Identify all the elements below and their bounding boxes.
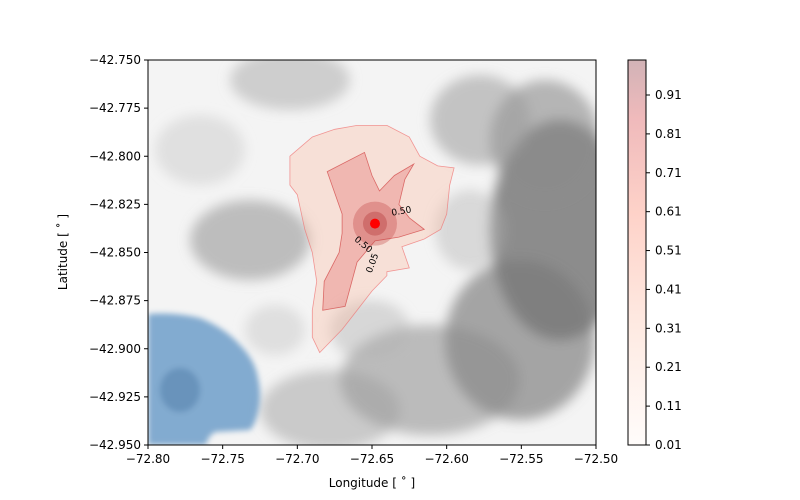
map-plot-area: 0.500.500.05 <box>148 60 596 445</box>
contour-label: 0.50 <box>391 205 413 218</box>
colorbar-tick-label: 0.01 <box>655 438 682 452</box>
x-tick-label: −72.50 <box>574 452 618 466</box>
probability-contours <box>289 125 455 354</box>
y-tick-label: −42.900 <box>89 342 141 356</box>
y-axis-ticks: −42.750 −42.775 −42.800 −42.825 −42.850 −42.8… <box>89 53 148 452</box>
x-axis-ticks: −72.80 −72.75 −72.70 −72.65 −72.60 −72.55 −72.… <box>126 445 618 466</box>
colorbar-gradient <box>628 60 646 445</box>
contour-0-5 <box>322 151 426 311</box>
x-tick-label: −72.75 <box>200 452 244 466</box>
colorbar-tick-label: 0.71 <box>655 166 682 180</box>
colorbar-tick-label: 0.61 <box>655 205 682 219</box>
y-tick-label: −42.775 <box>89 101 141 115</box>
colorbar-tick-label: 0.91 <box>655 88 682 102</box>
y-tick-label: −42.925 <box>89 390 141 404</box>
y-tick-label: −42.825 <box>89 197 141 211</box>
x-tick-label: −72.65 <box>350 452 394 466</box>
terrain-shading <box>155 60 596 445</box>
colorbar-tick-label: 0.51 <box>655 244 682 258</box>
y-axis-label: Latitude [ ˚ ] <box>55 214 70 290</box>
y-tick-label: −42.800 <box>89 149 141 163</box>
water-body <box>148 313 260 445</box>
x-tick-label: −72.60 <box>424 452 468 466</box>
x-tick-label: −72.70 <box>275 452 319 466</box>
colorbar-tick-label: 0.41 <box>655 282 682 296</box>
colorbar-tick-label: 0.31 <box>655 321 682 335</box>
colorbar-ticks: 0.01 0.11 0.21 0.31 0.41 0.51 0.61 0.71 0.81 0.91 <box>646 88 682 452</box>
colorbar-tick-label: 0.11 <box>655 399 682 413</box>
y-tick-label: −42.750 <box>89 53 141 67</box>
y-tick-label: −42.850 <box>89 246 141 260</box>
colorbar-tick-label: 0.21 <box>655 360 682 374</box>
vent-marker <box>369 218 380 229</box>
colorbar-frame <box>627 59 647 446</box>
colorbar-tick-label: 0.81 <box>655 127 682 141</box>
y-tick-label: −42.950 <box>89 438 141 452</box>
x-tick-label: −72.55 <box>499 452 543 466</box>
x-axis-label: Longitude [ ˚ ] <box>329 475 416 490</box>
colorbar: 0.01 0.11 0.21 0.31 0.41 0.51 0.61 0.71 0.81 0.91 <box>627 59 682 452</box>
x-tick-label: −72.80 <box>126 452 170 466</box>
y-tick-label: −42.875 <box>89 294 141 308</box>
